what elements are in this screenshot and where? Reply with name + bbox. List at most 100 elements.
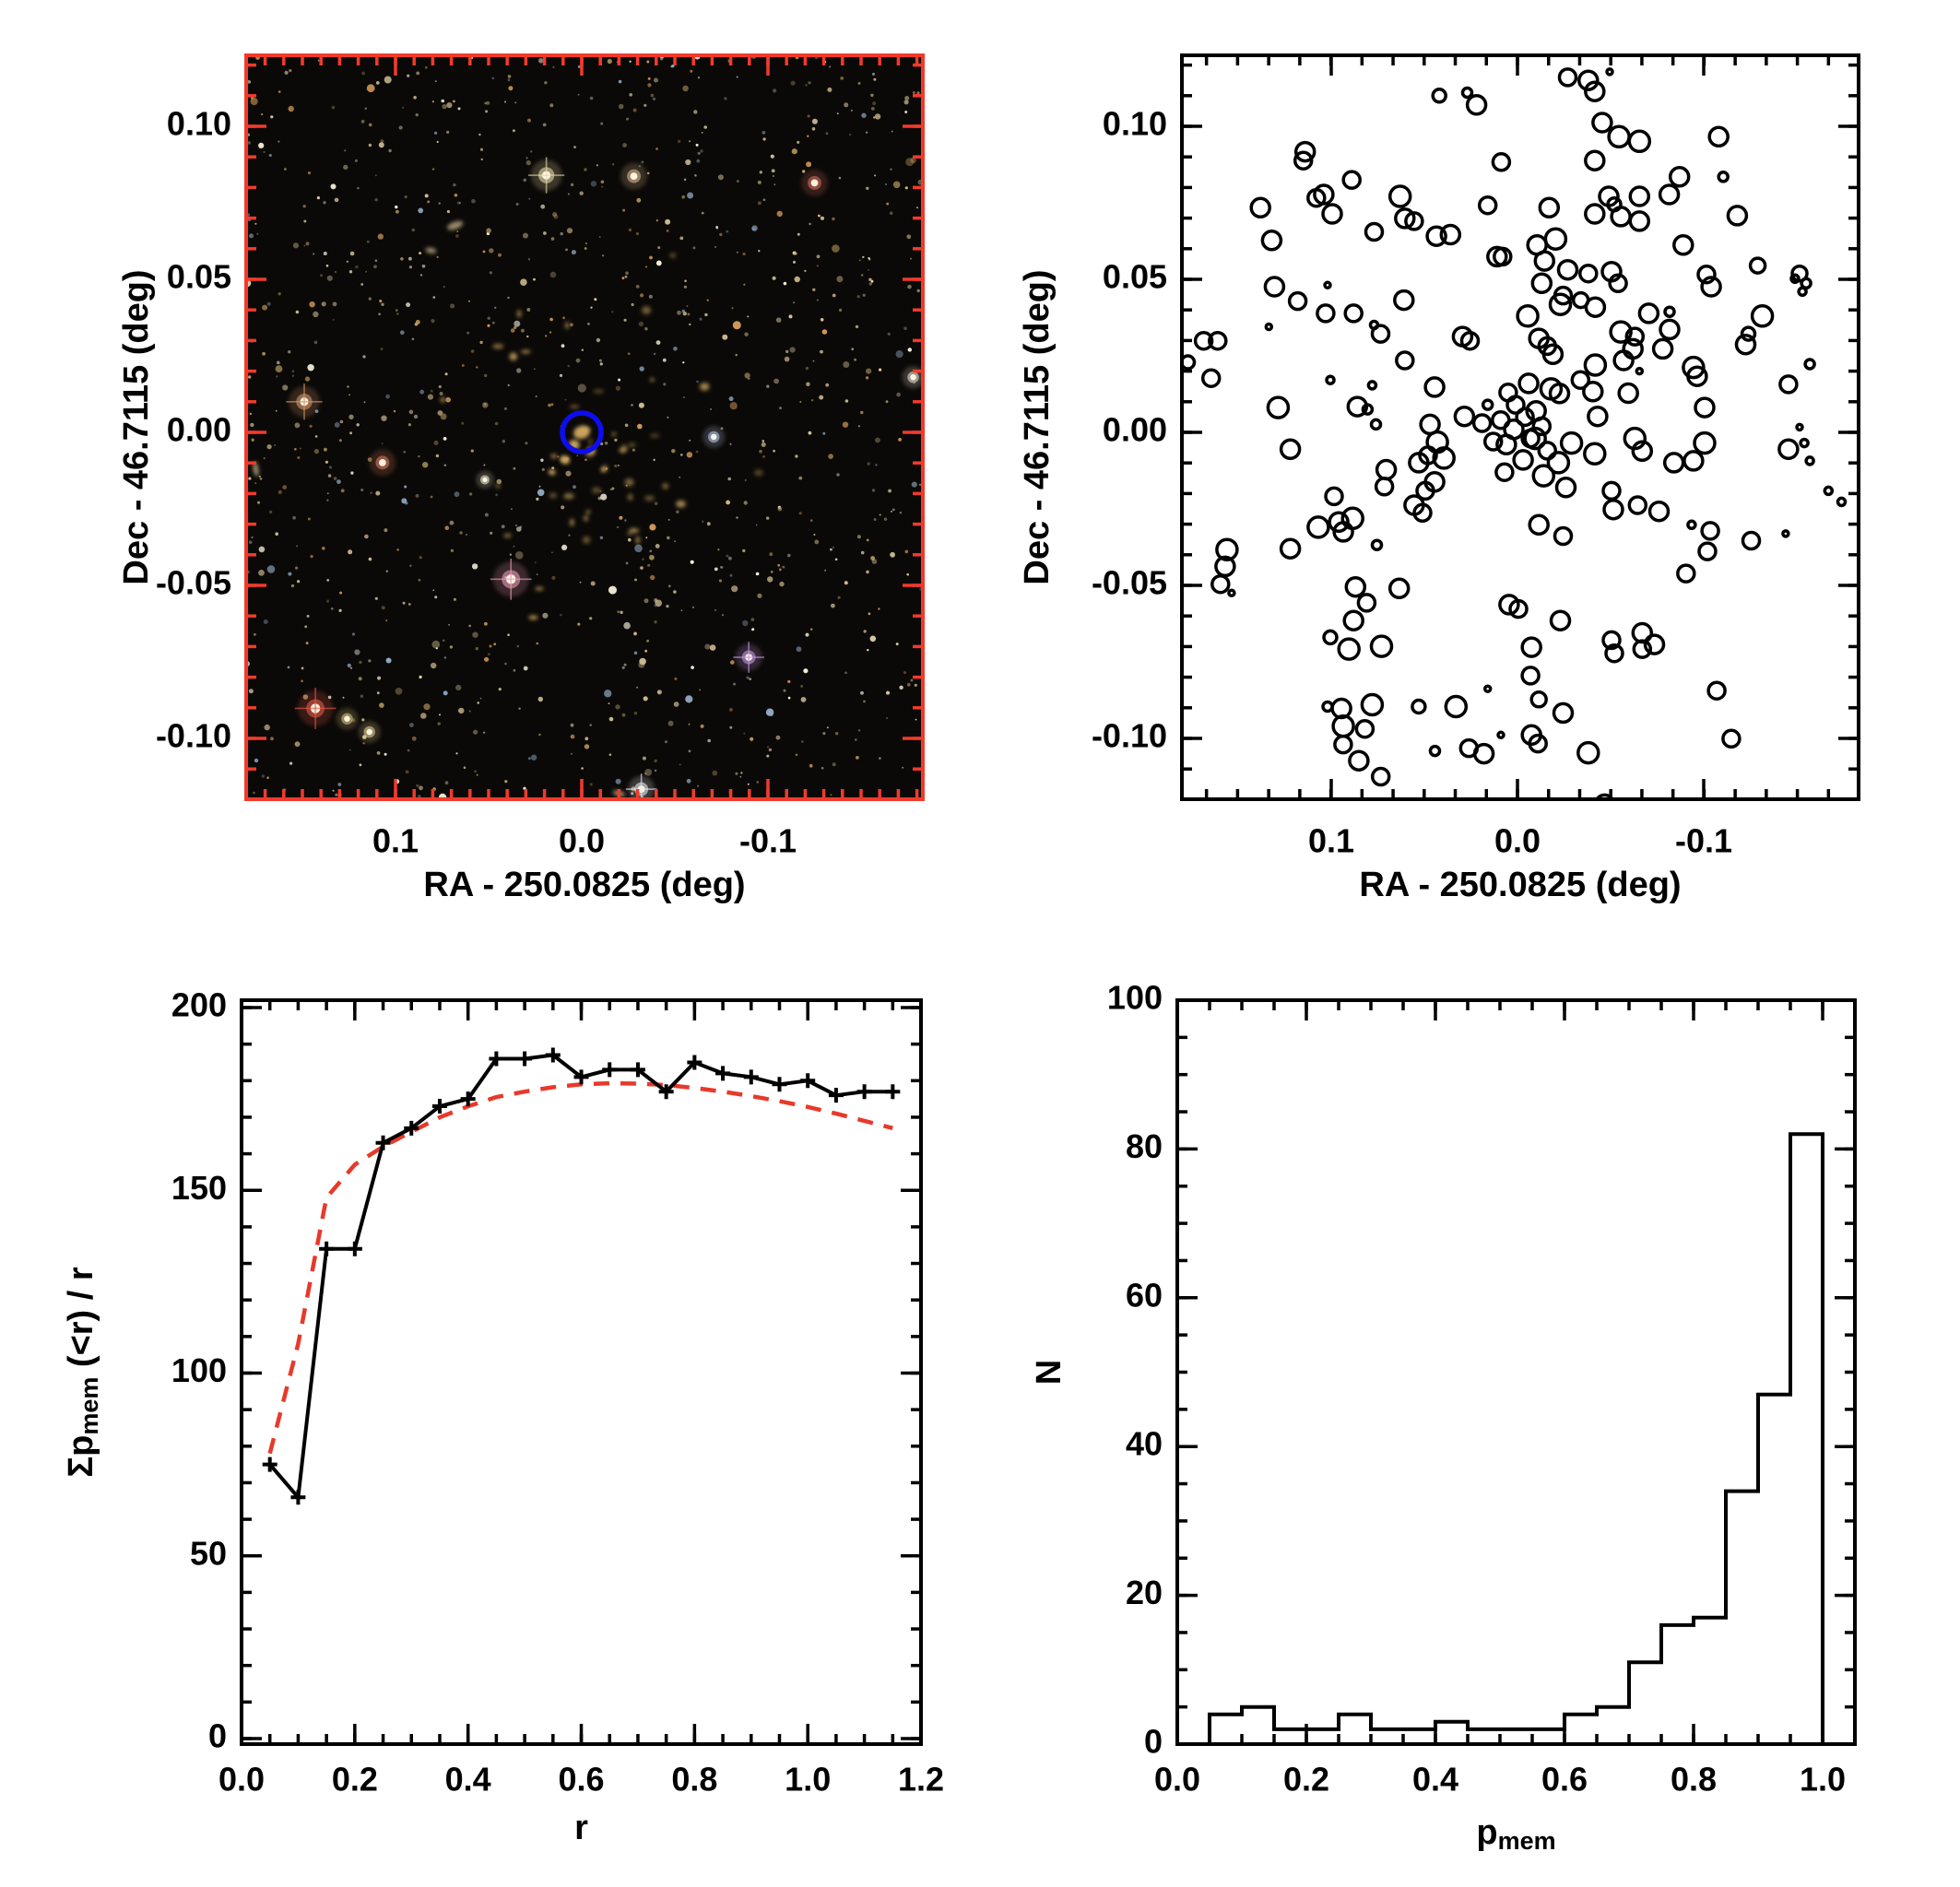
faint-star xyxy=(714,608,717,612)
faint-star xyxy=(247,80,252,84)
faint-star xyxy=(695,450,699,454)
member-circle xyxy=(1643,633,1666,655)
faint-star xyxy=(700,724,704,728)
faint-star xyxy=(348,394,350,396)
plus-marker xyxy=(602,1062,618,1078)
faint-star xyxy=(810,628,813,631)
faint-star xyxy=(514,524,518,527)
faint-star xyxy=(891,130,893,133)
faint-star xyxy=(538,485,541,488)
plus-marker xyxy=(687,1055,703,1070)
faint-star xyxy=(525,157,528,159)
faint-star xyxy=(701,211,704,215)
faint-star xyxy=(640,566,643,570)
faint-star xyxy=(640,293,644,298)
x-tick-label: 0.4 xyxy=(1412,1761,1458,1799)
faint-star xyxy=(649,524,656,531)
member-circle xyxy=(1584,80,1606,102)
x-tick-label: 0.8 xyxy=(671,1761,717,1799)
faint-star xyxy=(443,639,445,642)
faint-star xyxy=(868,612,871,616)
faint-star xyxy=(528,197,531,200)
faint-star xyxy=(324,447,327,452)
member-circle xyxy=(1584,203,1606,225)
faint-star xyxy=(493,643,497,646)
member-circle xyxy=(1583,442,1607,466)
faint-star xyxy=(809,763,813,768)
faint-star xyxy=(257,501,260,504)
faint-star xyxy=(385,570,388,572)
faint-star xyxy=(776,210,783,218)
faint-star xyxy=(798,476,803,480)
faint-star xyxy=(289,761,293,765)
faint-star xyxy=(396,309,398,312)
y-axis-title-part: Σp xyxy=(62,1435,100,1478)
faint-star xyxy=(699,317,703,321)
faint-star xyxy=(699,689,702,691)
faint-star xyxy=(710,408,712,410)
faint-star xyxy=(501,525,505,529)
faint-star xyxy=(440,413,447,420)
faint-star xyxy=(620,610,623,614)
faint-star xyxy=(771,169,775,173)
member-circle xyxy=(1552,702,1575,725)
plus-marker xyxy=(404,1120,419,1136)
faint-star xyxy=(549,331,552,334)
faint-star xyxy=(863,630,867,633)
faint-star xyxy=(368,123,372,127)
member-circle xyxy=(1263,276,1286,298)
faint-star xyxy=(717,548,720,551)
faint-star xyxy=(768,748,773,752)
x-tick-label: -0.1 xyxy=(739,822,797,860)
faint-star xyxy=(822,732,826,736)
faint-star xyxy=(330,607,334,610)
faint-star xyxy=(744,332,749,336)
faint-star xyxy=(388,148,392,153)
faint-star xyxy=(268,154,272,157)
faint-star xyxy=(434,596,438,599)
faint-star xyxy=(348,414,354,419)
faint-star xyxy=(883,517,888,521)
faint-star xyxy=(835,732,839,736)
faint-star xyxy=(533,277,536,281)
faint-star xyxy=(654,598,658,603)
faint-star xyxy=(581,767,584,770)
faint-star xyxy=(890,551,895,558)
faint-star xyxy=(717,174,724,181)
faint-star xyxy=(791,148,797,155)
faint-star xyxy=(249,412,252,416)
faint-star xyxy=(862,255,865,259)
member-circle xyxy=(1337,637,1361,661)
faint-star xyxy=(424,65,428,69)
faint-star xyxy=(604,690,612,698)
member-circle xyxy=(1836,496,1848,508)
faint-star xyxy=(275,365,283,372)
faint-star xyxy=(624,519,627,522)
faint-star xyxy=(800,697,807,702)
faint-star xyxy=(325,460,328,464)
member-circle xyxy=(1548,383,1571,405)
faint-star xyxy=(773,88,777,93)
member-circle xyxy=(1412,502,1433,524)
faint-star xyxy=(431,662,437,669)
faint-star xyxy=(832,762,836,767)
cluster-galaxy xyxy=(620,444,628,452)
faint-star xyxy=(649,255,653,260)
faint-star xyxy=(516,368,522,373)
faint-star xyxy=(728,556,732,560)
faint-star xyxy=(527,258,531,261)
member-circle xyxy=(1587,405,1609,428)
faint-star xyxy=(303,219,307,223)
y-tick-label: 150 xyxy=(171,1169,227,1207)
faint-star xyxy=(736,516,738,519)
faint-star xyxy=(856,756,859,760)
member-circle xyxy=(1604,643,1624,664)
member-circle xyxy=(1394,207,1416,230)
member-circle xyxy=(1576,740,1600,765)
member-circle xyxy=(1279,537,1302,560)
faint-star xyxy=(361,71,365,76)
faint-star xyxy=(790,80,796,86)
faint-star xyxy=(807,135,809,137)
faint-star xyxy=(643,598,649,604)
faint-star xyxy=(619,515,623,520)
